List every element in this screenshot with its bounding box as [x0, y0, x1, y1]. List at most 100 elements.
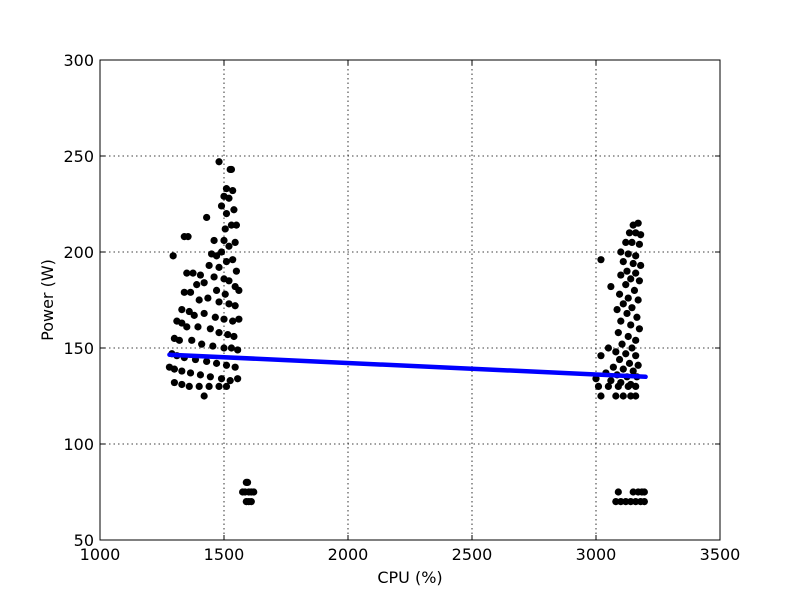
data-point [619, 300, 627, 308]
y-axis-label: Power (W) [38, 259, 57, 341]
data-point [629, 488, 637, 496]
data-point [169, 252, 177, 260]
data-point [592, 375, 600, 383]
data-point [627, 275, 635, 283]
data-point [250, 488, 258, 496]
data-point [619, 392, 627, 400]
data-point [243, 478, 252, 486]
data-point [615, 290, 624, 298]
data-point [622, 238, 630, 246]
data-point [622, 498, 630, 506]
data-point [617, 498, 625, 506]
data-point [215, 263, 223, 271]
data-point [220, 344, 228, 352]
data-point [617, 271, 625, 279]
y-tick-label: 300 [63, 51, 94, 70]
x-tick-label: 3000 [576, 545, 617, 564]
data-point [190, 311, 198, 319]
data-point [203, 213, 211, 222]
x-tick-label: 3500 [700, 545, 741, 564]
data-point [209, 342, 217, 350]
data-point [196, 271, 205, 279]
data-point [234, 375, 242, 383]
data-point [622, 281, 630, 289]
data-point [597, 392, 605, 400]
data-point [640, 488, 648, 496]
data-point [220, 236, 228, 245]
data-point [617, 317, 625, 325]
data-point [632, 252, 640, 260]
data-point [222, 361, 231, 369]
data-point [640, 498, 648, 506]
data-point [235, 286, 243, 294]
data-point [632, 336, 640, 344]
y-tick-label: 150 [63, 339, 94, 358]
data-point [225, 277, 233, 285]
data-point [217, 375, 226, 383]
data-point [183, 269, 191, 277]
data-point [200, 279, 208, 287]
data-point [184, 233, 192, 241]
data-point [231, 363, 239, 371]
data-point [235, 315, 243, 323]
data-point [178, 306, 186, 314]
data-point [220, 315, 228, 323]
x-tick-label: 2000 [328, 545, 369, 564]
data-point [225, 300, 233, 308]
data-point [196, 371, 205, 379]
data-point [629, 259, 637, 268]
data-point [618, 340, 626, 348]
data-point [623, 309, 631, 318]
data-point [635, 325, 644, 333]
data-point [624, 294, 632, 302]
data-point [221, 225, 229, 233]
data-point [615, 355, 624, 364]
data-point [204, 294, 212, 302]
x-tick-label: 1000 [80, 545, 121, 564]
data-point [180, 288, 188, 296]
data-point [613, 306, 621, 314]
data-point [222, 258, 231, 266]
data-point [186, 369, 195, 377]
data-point [175, 336, 183, 344]
data-point [632, 498, 640, 506]
data-point [183, 323, 191, 331]
grid-lines [100, 60, 720, 540]
data-point [628, 344, 636, 352]
data-point [224, 330, 232, 339]
data-point [185, 307, 193, 316]
data-point [619, 365, 627, 373]
x-tick-label: 2500 [452, 545, 493, 564]
data-point [225, 194, 233, 202]
data-point [632, 392, 640, 400]
data-point [186, 288, 195, 296]
data-point [193, 281, 201, 289]
data-point [632, 269, 640, 277]
data-point [178, 367, 186, 375]
data-point [629, 221, 637, 229]
y-tick-label: 100 [63, 435, 94, 454]
data-point [230, 332, 238, 341]
data-point [212, 286, 221, 294]
plot-frame [99, 59, 721, 541]
data-point [630, 286, 639, 294]
data-point [632, 382, 640, 390]
data-point [221, 290, 229, 298]
data-point [200, 392, 208, 400]
data-point [189, 269, 197, 277]
data-point [230, 206, 238, 214]
data-point [614, 488, 622, 496]
data-point [619, 258, 627, 266]
data-point [210, 273, 218, 281]
regression-line [167, 352, 648, 380]
data-point [194, 323, 202, 331]
data-point [222, 210, 231, 218]
data-point [632, 352, 640, 360]
data-point [232, 221, 240, 229]
data-point [607, 377, 615, 385]
data-point [624, 250, 632, 258]
data-point [212, 359, 221, 367]
data-point [231, 238, 239, 246]
